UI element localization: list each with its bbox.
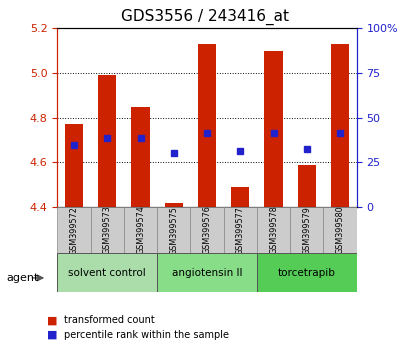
- Text: GDS3556 / 243416_at: GDS3556 / 243416_at: [121, 9, 288, 25]
- Bar: [231, 187, 249, 207]
- Bar: [256, 253, 356, 292]
- Bar: [297, 165, 315, 207]
- Text: GSM399578: GSM399578: [268, 206, 277, 255]
- Bar: [57, 253, 157, 292]
- Text: torcetrapib: torcetrapib: [277, 268, 335, 278]
- Text: transformed count: transformed count: [63, 315, 154, 325]
- Bar: [164, 202, 182, 207]
- Bar: [190, 207, 223, 253]
- Bar: [98, 75, 116, 207]
- Bar: [198, 44, 216, 207]
- Bar: [57, 207, 90, 253]
- Text: solvent control: solvent control: [68, 268, 146, 278]
- Bar: [223, 207, 256, 253]
- Text: GSM399580: GSM399580: [335, 206, 344, 255]
- Bar: [330, 44, 348, 207]
- Text: GSM399577: GSM399577: [235, 206, 244, 255]
- Bar: [65, 124, 83, 207]
- Text: GSM399575: GSM399575: [169, 206, 178, 255]
- Bar: [290, 207, 323, 253]
- Bar: [124, 207, 157, 253]
- Bar: [157, 253, 256, 292]
- Text: percentile rank within the sample: percentile rank within the sample: [63, 330, 228, 339]
- Text: GSM399572: GSM399572: [70, 206, 79, 255]
- Bar: [323, 207, 356, 253]
- Text: ■: ■: [47, 330, 58, 339]
- Text: ■: ■: [47, 315, 58, 325]
- Bar: [264, 51, 282, 207]
- Text: GSM399574: GSM399574: [136, 206, 145, 255]
- Text: GSM399576: GSM399576: [202, 206, 211, 255]
- Text: GSM399579: GSM399579: [301, 206, 310, 255]
- Bar: [157, 207, 190, 253]
- Text: agent: agent: [6, 273, 38, 283]
- Bar: [256, 207, 290, 253]
- Text: GSM399573: GSM399573: [103, 206, 112, 255]
- Text: angiotensin II: angiotensin II: [171, 268, 242, 278]
- Bar: [90, 207, 124, 253]
- Bar: [131, 107, 149, 207]
